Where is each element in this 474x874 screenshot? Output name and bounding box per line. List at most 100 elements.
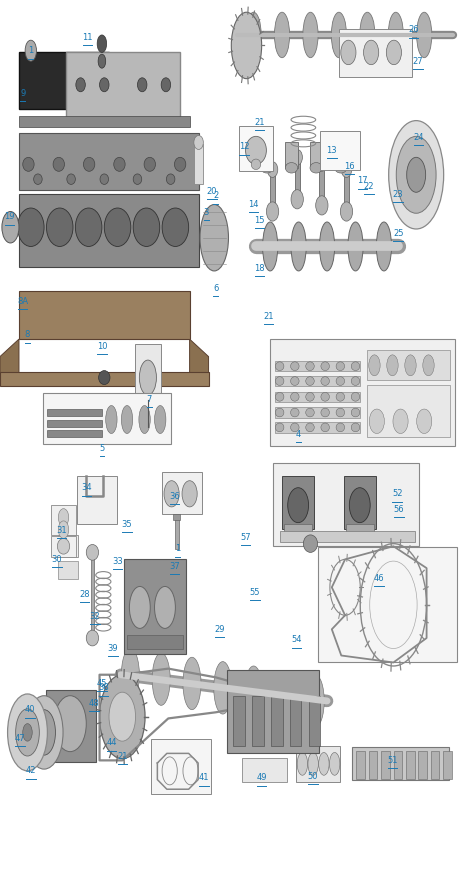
Bar bbox=[227, 670, 319, 753]
Bar bbox=[346, 524, 374, 533]
Ellipse shape bbox=[100, 174, 109, 184]
Bar bbox=[310, 142, 322, 168]
Ellipse shape bbox=[308, 753, 319, 775]
Ellipse shape bbox=[341, 162, 352, 177]
Text: 54: 54 bbox=[291, 635, 301, 644]
Text: 23: 23 bbox=[393, 190, 403, 198]
Bar bbox=[19, 133, 199, 190]
Bar bbox=[275, 376, 360, 386]
Ellipse shape bbox=[341, 40, 356, 65]
Ellipse shape bbox=[387, 355, 398, 376]
Text: 26: 26 bbox=[408, 25, 419, 34]
Ellipse shape bbox=[57, 538, 70, 554]
Ellipse shape bbox=[275, 670, 293, 723]
Ellipse shape bbox=[266, 202, 279, 221]
Bar bbox=[296, 746, 340, 782]
Text: 1: 1 bbox=[175, 545, 181, 553]
Bar bbox=[431, 751, 439, 779]
Text: 51: 51 bbox=[387, 756, 398, 765]
Ellipse shape bbox=[310, 163, 322, 173]
Ellipse shape bbox=[231, 12, 262, 79]
Text: 21: 21 bbox=[117, 752, 128, 760]
Text: 57: 57 bbox=[240, 533, 251, 542]
Ellipse shape bbox=[360, 12, 375, 58]
Ellipse shape bbox=[76, 78, 85, 92]
Bar bbox=[319, 163, 324, 205]
Ellipse shape bbox=[58, 509, 69, 526]
Ellipse shape bbox=[275, 392, 284, 401]
Text: 9: 9 bbox=[20, 89, 26, 98]
Text: 40: 40 bbox=[25, 705, 35, 714]
Text: 39: 39 bbox=[108, 644, 118, 653]
Ellipse shape bbox=[274, 12, 290, 58]
Ellipse shape bbox=[67, 174, 75, 184]
Bar bbox=[66, 52, 180, 118]
Ellipse shape bbox=[351, 423, 360, 432]
Ellipse shape bbox=[321, 377, 329, 385]
Bar bbox=[339, 29, 412, 77]
Bar bbox=[275, 392, 360, 402]
Bar bbox=[325, 137, 355, 145]
Text: 8: 8 bbox=[25, 330, 30, 339]
Text: 30: 30 bbox=[52, 555, 62, 564]
Bar bbox=[393, 751, 402, 779]
Text: 5: 5 bbox=[99, 444, 105, 453]
Ellipse shape bbox=[319, 222, 335, 271]
Ellipse shape bbox=[139, 406, 150, 434]
Ellipse shape bbox=[25, 696, 63, 769]
Ellipse shape bbox=[331, 12, 346, 58]
Bar bbox=[419, 751, 427, 779]
Ellipse shape bbox=[109, 692, 136, 741]
Ellipse shape bbox=[336, 362, 345, 371]
Ellipse shape bbox=[121, 406, 133, 434]
Text: 27: 27 bbox=[413, 57, 423, 66]
Ellipse shape bbox=[23, 157, 34, 171]
Ellipse shape bbox=[46, 208, 73, 246]
Bar bbox=[233, 696, 245, 746]
Text: 20: 20 bbox=[207, 187, 217, 196]
Text: 16: 16 bbox=[344, 162, 355, 170]
Bar bbox=[309, 696, 320, 746]
Bar bbox=[124, 559, 186, 654]
Text: 34: 34 bbox=[82, 483, 92, 492]
Text: 45: 45 bbox=[97, 679, 107, 688]
Ellipse shape bbox=[351, 408, 360, 417]
Bar bbox=[295, 157, 300, 199]
Bar bbox=[356, 751, 365, 779]
Ellipse shape bbox=[246, 136, 266, 164]
Ellipse shape bbox=[114, 157, 125, 171]
Text: 22: 22 bbox=[364, 182, 374, 191]
Bar bbox=[19, 52, 109, 109]
Text: 29: 29 bbox=[214, 625, 225, 634]
Bar bbox=[162, 472, 202, 514]
Ellipse shape bbox=[83, 157, 95, 171]
Ellipse shape bbox=[129, 586, 150, 628]
Ellipse shape bbox=[54, 696, 86, 752]
Ellipse shape bbox=[25, 40, 36, 61]
Bar bbox=[19, 194, 199, 267]
Ellipse shape bbox=[214, 662, 232, 714]
Text: 50: 50 bbox=[308, 772, 318, 780]
Ellipse shape bbox=[23, 724, 32, 741]
Ellipse shape bbox=[306, 675, 324, 727]
Ellipse shape bbox=[75, 208, 102, 246]
Ellipse shape bbox=[275, 408, 284, 417]
Bar bbox=[284, 524, 312, 533]
Ellipse shape bbox=[275, 423, 284, 432]
Ellipse shape bbox=[306, 392, 314, 401]
Text: 47: 47 bbox=[15, 734, 25, 743]
Ellipse shape bbox=[144, 157, 155, 171]
Ellipse shape bbox=[303, 12, 318, 58]
Text: 17: 17 bbox=[357, 177, 368, 185]
Ellipse shape bbox=[319, 753, 329, 775]
Bar bbox=[58, 561, 78, 579]
Ellipse shape bbox=[291, 423, 299, 432]
Ellipse shape bbox=[155, 406, 166, 434]
Ellipse shape bbox=[2, 212, 19, 243]
Bar bbox=[275, 361, 360, 371]
Text: 49: 49 bbox=[256, 773, 267, 782]
Ellipse shape bbox=[16, 709, 39, 756]
Bar bbox=[19, 116, 190, 127]
Ellipse shape bbox=[405, 355, 416, 376]
Text: 32: 32 bbox=[90, 612, 100, 621]
